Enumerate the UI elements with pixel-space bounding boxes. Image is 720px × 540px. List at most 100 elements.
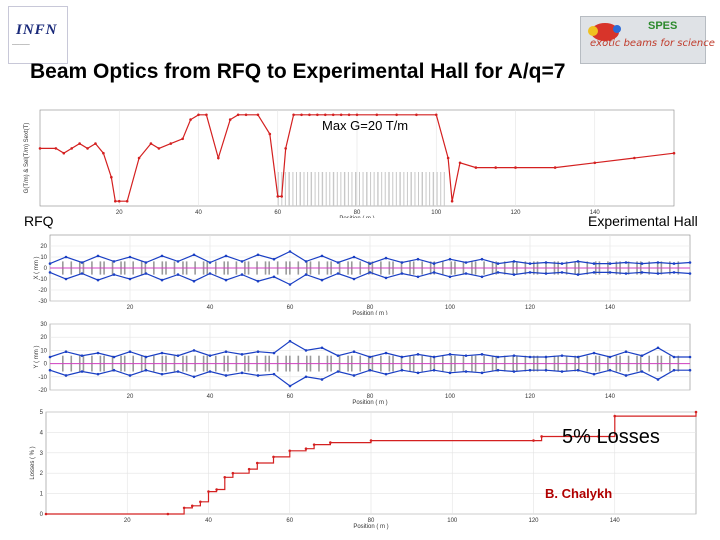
data-point [128,374,132,377]
magnet-marker [392,172,394,206]
x-tick-label: 40 [195,210,202,216]
data-point [576,355,580,359]
data-point [288,283,292,286]
data-point [512,354,516,357]
data-point [592,372,596,376]
data-point [256,350,260,354]
data-point [64,255,68,259]
data-point [514,166,517,169]
magnet-marker [373,172,375,206]
magnet-marker [307,172,309,206]
x-tick-label: 60 [274,210,281,216]
data-point [672,262,676,265]
data-point [176,354,180,357]
data-point [400,355,404,359]
data-point [512,370,516,373]
data-point [215,488,218,491]
y-tick-label: 0 [40,512,44,518]
x-tick-label: 80 [368,518,375,524]
data-point [320,378,324,381]
data-point [288,250,292,253]
x-tick-label: 140 [590,210,601,216]
magnet-marker [406,172,408,206]
data-point [80,261,84,264]
x-tick-label: 40 [207,394,214,400]
magnet-marker [381,172,383,206]
data-point [268,132,272,136]
data-point [255,461,259,465]
data-point [432,262,436,265]
data-point [480,275,484,279]
data-point [288,384,292,388]
y-tick-label: 30 [40,322,47,328]
data-point [228,118,232,121]
data-point [208,354,212,357]
y-tick-label: 3 [40,451,44,457]
x-tick-label: 20 [124,518,131,524]
y-axis-label: Y ( mm ) [34,346,40,369]
y-tick-label: -20 [38,388,47,394]
data-point [128,255,132,259]
data-point [496,355,500,359]
data-point [247,467,251,471]
magnet-marker [436,172,438,206]
data-point [480,371,484,375]
data-point [352,374,356,377]
data-point [352,255,356,259]
data-point [528,355,532,359]
y-axis-label: G(T/m) & Sel(T/m) Sext(T) [24,123,30,194]
data-point [110,175,113,179]
magnet-marker [318,172,320,206]
spes-logo-dot-blue [613,25,621,33]
data-point [128,277,132,281]
x-tick-label: 120 [528,518,539,524]
y-tick-label: 2 [40,471,44,477]
data-point [384,372,388,376]
data-point [78,142,81,145]
data-point [112,368,116,372]
max-gradient-label: Max G=20 T/m [322,118,409,133]
data-point [304,273,308,276]
data-point [48,262,52,265]
data-point [208,370,212,373]
x-tick-label: 140 [605,305,616,311]
data-point [288,339,292,343]
data-point [448,257,452,261]
x-tick-label: 80 [367,305,374,311]
data-point [199,500,202,504]
data-point [416,257,420,261]
data-point [688,368,692,372]
magnet-marker [336,172,338,206]
data-point [656,346,660,350]
data-point [240,371,244,375]
data-point [480,257,484,261]
data-point [176,370,180,373]
y-tick-label: 10 [40,255,47,261]
data-point [320,254,324,258]
data-point [48,368,52,372]
data-point [496,368,500,372]
data-point [368,368,372,372]
data-point [672,271,676,274]
data-point [512,273,516,276]
y-tick-label: 5 [40,410,44,416]
magnet-marker [388,172,390,206]
data-point [300,113,303,117]
x-axis-label: Position ( m ) [353,524,388,530]
data-point [64,350,68,354]
data-point [624,261,628,264]
data-point [205,113,208,117]
data-point [160,278,164,282]
data-point [112,273,116,276]
data-point [656,272,660,275]
data-point [544,355,548,359]
data-point [368,262,372,265]
losses-chart: 20 40 60 80 100 120 140 5 4 3 2 1 0 Position ( m ) Los… [30,410,698,530]
y-tick-label: 20 [40,335,47,341]
envelope-y-panel: 20 40 60 80 100 120 140 30 20 10 0 -10 -20 Position (… [28,318,700,406]
magnet-marker [358,172,360,206]
data-point [160,372,164,376]
data-point [640,262,644,265]
data-point [576,368,580,372]
data-point [208,261,212,264]
